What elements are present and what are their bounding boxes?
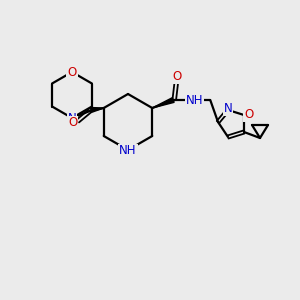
Text: N: N (224, 103, 232, 116)
Text: NH: NH (185, 94, 203, 106)
Text: N: N (68, 112, 76, 124)
Text: O: O (68, 116, 77, 130)
Polygon shape (152, 98, 174, 108)
Polygon shape (91, 107, 104, 112)
Text: NH: NH (119, 145, 137, 158)
Text: O: O (172, 70, 182, 83)
Text: O: O (244, 109, 253, 122)
Text: O: O (68, 65, 76, 79)
